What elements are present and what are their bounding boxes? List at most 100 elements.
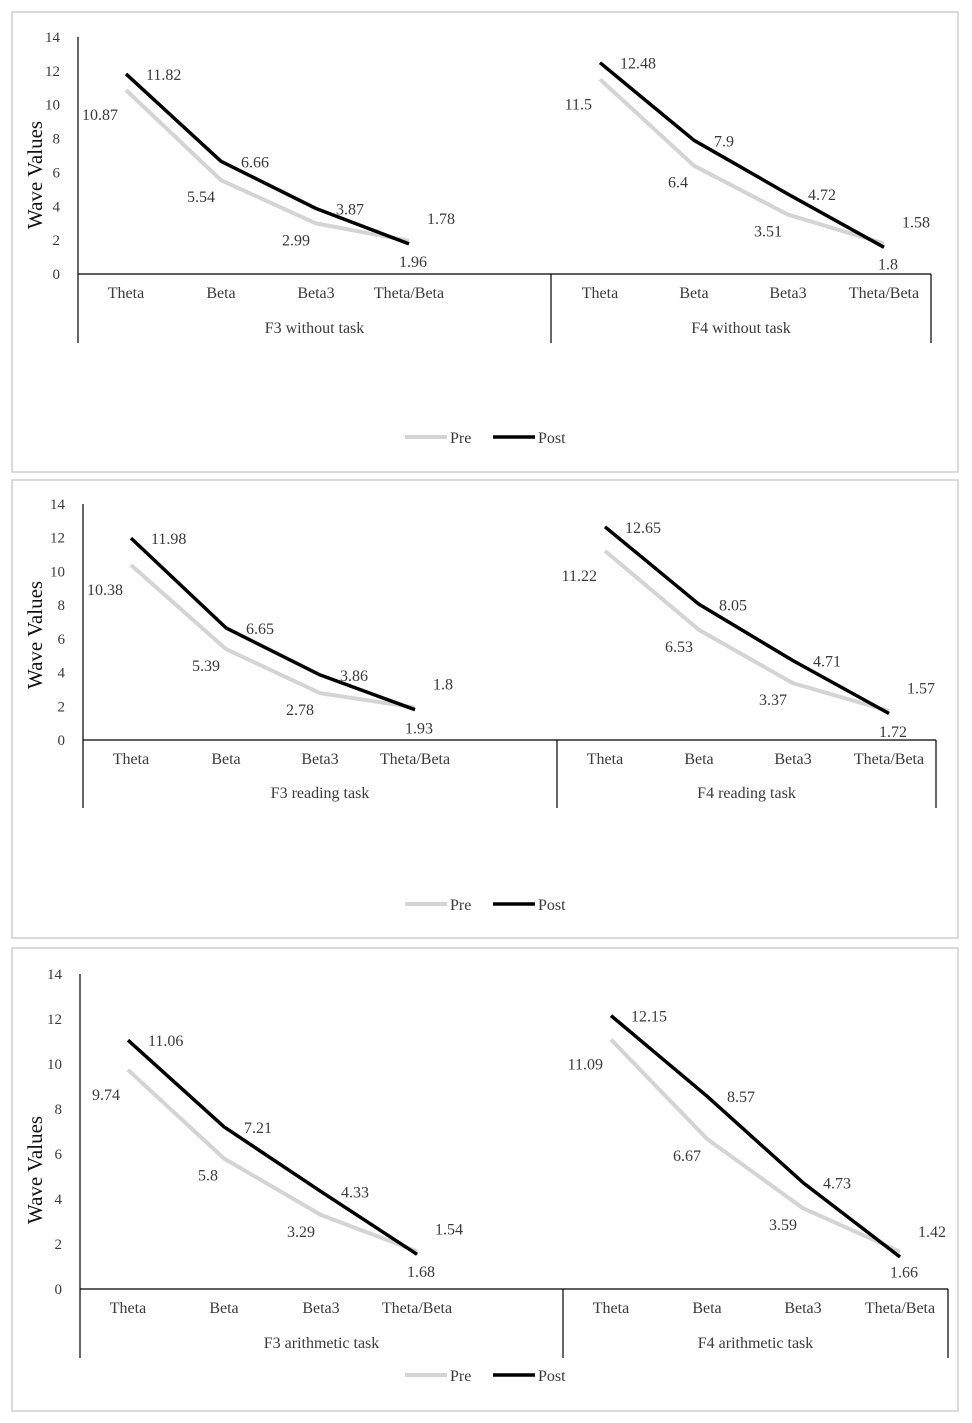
y-tick-label: 2 bbox=[55, 1237, 63, 1253]
y-tick-label: 2 bbox=[58, 699, 66, 715]
series-line-pre bbox=[603, 549, 890, 713]
data-label: 5.8 bbox=[198, 1168, 218, 1185]
series-line-post bbox=[129, 536, 416, 712]
y-tick-label: 4 bbox=[55, 1192, 63, 1208]
legend: Pre Post bbox=[405, 430, 566, 447]
legend-label: Pre bbox=[450, 1368, 471, 1385]
data-label: 10.38 bbox=[87, 582, 123, 599]
data-label: 5.39 bbox=[192, 658, 220, 675]
series-line-post bbox=[126, 1038, 418, 1256]
category-tick-label: Beta3 bbox=[784, 1300, 821, 1317]
y-tick-label: 0 bbox=[53, 267, 61, 283]
series-line-post bbox=[609, 1014, 902, 1259]
data-label: 6.65 bbox=[246, 621, 274, 638]
group-label: F3 reading task bbox=[271, 785, 370, 802]
data-label: 4.71 bbox=[813, 654, 841, 671]
data-label: 4.73 bbox=[823, 1176, 851, 1193]
chart-panel-1: 0 2 4 6 8 10 12 14 Wave Values Theta Beta Beta3 Thet… bbox=[11, 11, 959, 473]
category-tick-label: Beta3 bbox=[297, 285, 334, 302]
data-label: 8.57 bbox=[727, 1089, 755, 1106]
data-label: 3.86 bbox=[340, 668, 368, 685]
data-label: 3.87 bbox=[336, 201, 364, 218]
data-label: 11.22 bbox=[562, 568, 597, 585]
group-label: F4 reading task bbox=[697, 785, 796, 802]
group-label: F4 arithmetic task bbox=[698, 1335, 814, 1352]
category-tick-label: Beta3 bbox=[774, 751, 811, 768]
y-tick-label: 0 bbox=[58, 733, 66, 749]
data-label: 1.54 bbox=[435, 1221, 463, 1238]
data-label: 3.29 bbox=[287, 1224, 315, 1241]
category-tick-label: Beta bbox=[206, 285, 235, 302]
data-label: 12.48 bbox=[620, 56, 656, 73]
data-label: 1.57 bbox=[907, 681, 935, 698]
data-label: 5.54 bbox=[187, 189, 215, 206]
legend-label: Pre bbox=[450, 430, 471, 447]
y-tick-label: 14 bbox=[47, 967, 63, 983]
y-tick-label: 4 bbox=[58, 666, 66, 682]
legend-label: Post bbox=[538, 430, 566, 447]
chart-frame bbox=[11, 479, 959, 939]
y-tick-label: 10 bbox=[50, 564, 65, 580]
data-label: 3.51 bbox=[754, 224, 782, 241]
data-label: 6.53 bbox=[665, 639, 693, 656]
y-tick-label: 12 bbox=[45, 64, 60, 80]
data-label: 11.06 bbox=[148, 1033, 183, 1050]
series-line-post bbox=[603, 525, 890, 716]
chart-frame bbox=[11, 947, 959, 1412]
y-tick-label: 6 bbox=[53, 165, 61, 181]
data-label: 4.72 bbox=[808, 187, 836, 204]
series-line-pre bbox=[124, 88, 410, 243]
category-tick-label: Theta bbox=[110, 1300, 146, 1317]
data-label: 11.98 bbox=[151, 531, 186, 548]
data-label: 1.66 bbox=[890, 1265, 918, 1282]
chart-panel-2: 0 2 4 6 8 10 12 14 Wave Values Theta Beta Beta3 Thet… bbox=[11, 479, 959, 939]
y-tick-label: 2 bbox=[53, 233, 61, 249]
data-label: 11.09 bbox=[568, 1056, 603, 1073]
y-tick-label: 14 bbox=[45, 30, 61, 46]
category-tick-label: Theta/Beta bbox=[849, 285, 919, 302]
category-tick-label: Theta bbox=[108, 285, 144, 302]
category-tick-label: Theta bbox=[587, 751, 623, 768]
category-tick-label: Theta/Beta bbox=[865, 1300, 935, 1317]
data-label: 3.59 bbox=[769, 1217, 797, 1234]
data-label: 1.42 bbox=[918, 1224, 946, 1241]
y-tick-label: 12 bbox=[47, 1012, 62, 1028]
category-tick-label: Theta/Beta bbox=[382, 1300, 452, 1317]
data-label: 6.66 bbox=[241, 154, 269, 171]
legend: Pre Post bbox=[405, 897, 566, 914]
category-tick-label: Beta3 bbox=[301, 751, 338, 768]
y-tick-label: 4 bbox=[53, 199, 61, 215]
group-label: F3 without task bbox=[265, 320, 365, 337]
data-label: 3.37 bbox=[759, 692, 787, 709]
series-line-pre bbox=[129, 563, 416, 710]
category-tick-label: Beta bbox=[692, 1300, 721, 1317]
y-axis-label: Wave Values bbox=[23, 121, 47, 229]
data-label: 8.05 bbox=[719, 597, 747, 614]
category-tick-label: Beta bbox=[209, 1300, 238, 1317]
legend-label: Post bbox=[538, 897, 566, 914]
data-label: 7.9 bbox=[714, 133, 734, 150]
data-label: 1.58 bbox=[902, 214, 930, 231]
chart-frame bbox=[11, 11, 959, 473]
legend-label: Post bbox=[538, 1368, 566, 1385]
chart-panel-3: 0 2 4 6 8 10 12 14 Wave Values Theta Beta Beta3 Thet… bbox=[11, 947, 959, 1412]
data-label: 6.4 bbox=[668, 175, 688, 192]
data-label: 1.8 bbox=[878, 257, 898, 274]
category-tick-label: Beta bbox=[211, 751, 240, 768]
legend-label: Pre bbox=[450, 897, 471, 914]
category-tick-label: Beta bbox=[679, 285, 708, 302]
series-line-pre bbox=[598, 77, 885, 246]
data-label: 1.8 bbox=[433, 677, 453, 694]
legend: Pre Post bbox=[405, 1368, 566, 1385]
y-axis-label: Wave Values bbox=[23, 1116, 47, 1224]
category-tick-label: Theta/Beta bbox=[380, 751, 450, 768]
y-tick-label: 0 bbox=[55, 1282, 63, 1298]
category-tick-label: Theta/Beta bbox=[374, 285, 444, 302]
data-label: 11.5 bbox=[565, 96, 592, 113]
category-tick-label: Beta3 bbox=[769, 285, 806, 302]
y-tick-label: 8 bbox=[55, 1102, 63, 1118]
group-label: F4 without task bbox=[691, 320, 791, 337]
y-tick-label: 10 bbox=[47, 1057, 62, 1073]
data-label: 4.33 bbox=[341, 1185, 369, 1202]
